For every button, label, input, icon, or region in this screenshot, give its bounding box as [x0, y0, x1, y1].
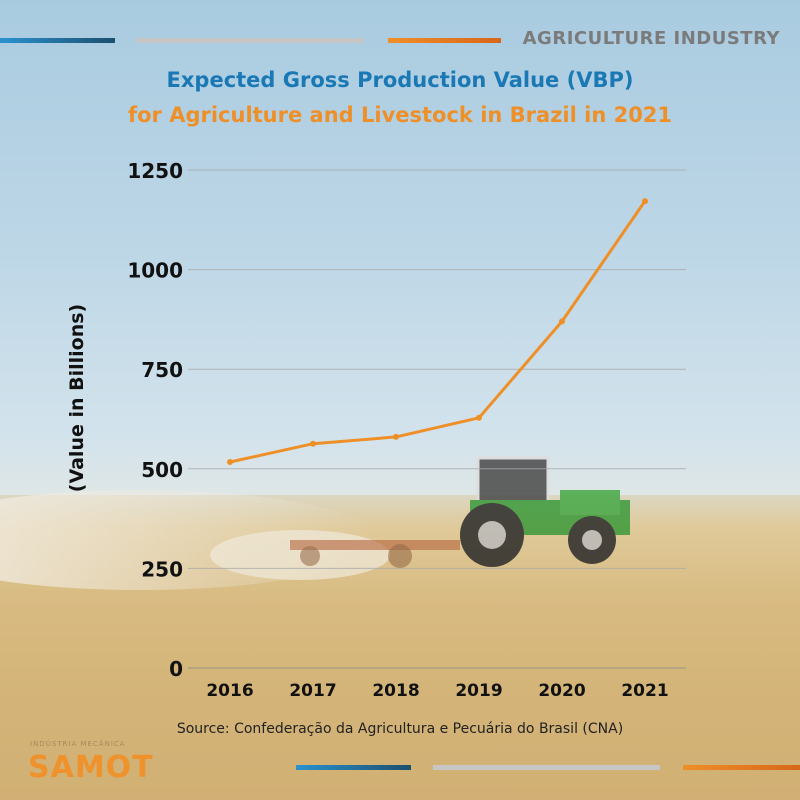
top-band-grey	[136, 38, 364, 43]
tractor-illustration	[290, 456, 630, 568]
data-point	[227, 459, 233, 466]
y-tick-label: 0	[169, 657, 183, 681]
top-band-orange	[388, 38, 501, 43]
data-point	[642, 198, 648, 205]
chart-title-line1: Expected Gross Production Value (VBP)	[166, 68, 634, 92]
y-tick-label: 250	[141, 557, 183, 581]
y-tick-label: 1000	[127, 259, 183, 283]
x-tick-label: 2018	[372, 681, 419, 701]
data-point	[476, 414, 482, 421]
top-band-blue	[0, 38, 115, 43]
brand-subtitle: INDÚSTRIA MECÂNICA	[30, 740, 126, 748]
section-tag: AGRICULTURE INDUSTRY	[522, 28, 780, 49]
bottom-band-blue	[296, 765, 411, 770]
source-note: Source: Confederação da Agricultura e Pe…	[176, 721, 624, 737]
data-point	[559, 318, 565, 325]
x-tick-label: 2021	[621, 681, 668, 701]
brand-logo: SAMOT	[28, 750, 154, 785]
data-point	[393, 433, 399, 440]
y-tick-label: 500	[141, 458, 183, 482]
harrow	[290, 540, 460, 550]
series-line	[229, 200, 647, 464]
bottom-band-grey	[433, 765, 660, 770]
data-point	[310, 440, 316, 447]
x-tick-label: 2019	[455, 681, 502, 701]
chart-title-line2: for Agriculture and Livestock in Brazil …	[127, 103, 673, 127]
bottom-band-orange	[683, 765, 800, 770]
x-tick-label: 2016	[206, 681, 253, 701]
x-tick-label: 2017	[289, 681, 336, 701]
x-tick-label: 2020	[538, 681, 585, 701]
y-tick-label: 750	[141, 358, 183, 382]
line-chart: 0 250 500 750 1000 1250 2016 2017 2018 2019 2020 20…	[127, 159, 686, 701]
y-tick-label: 1250	[127, 159, 183, 183]
